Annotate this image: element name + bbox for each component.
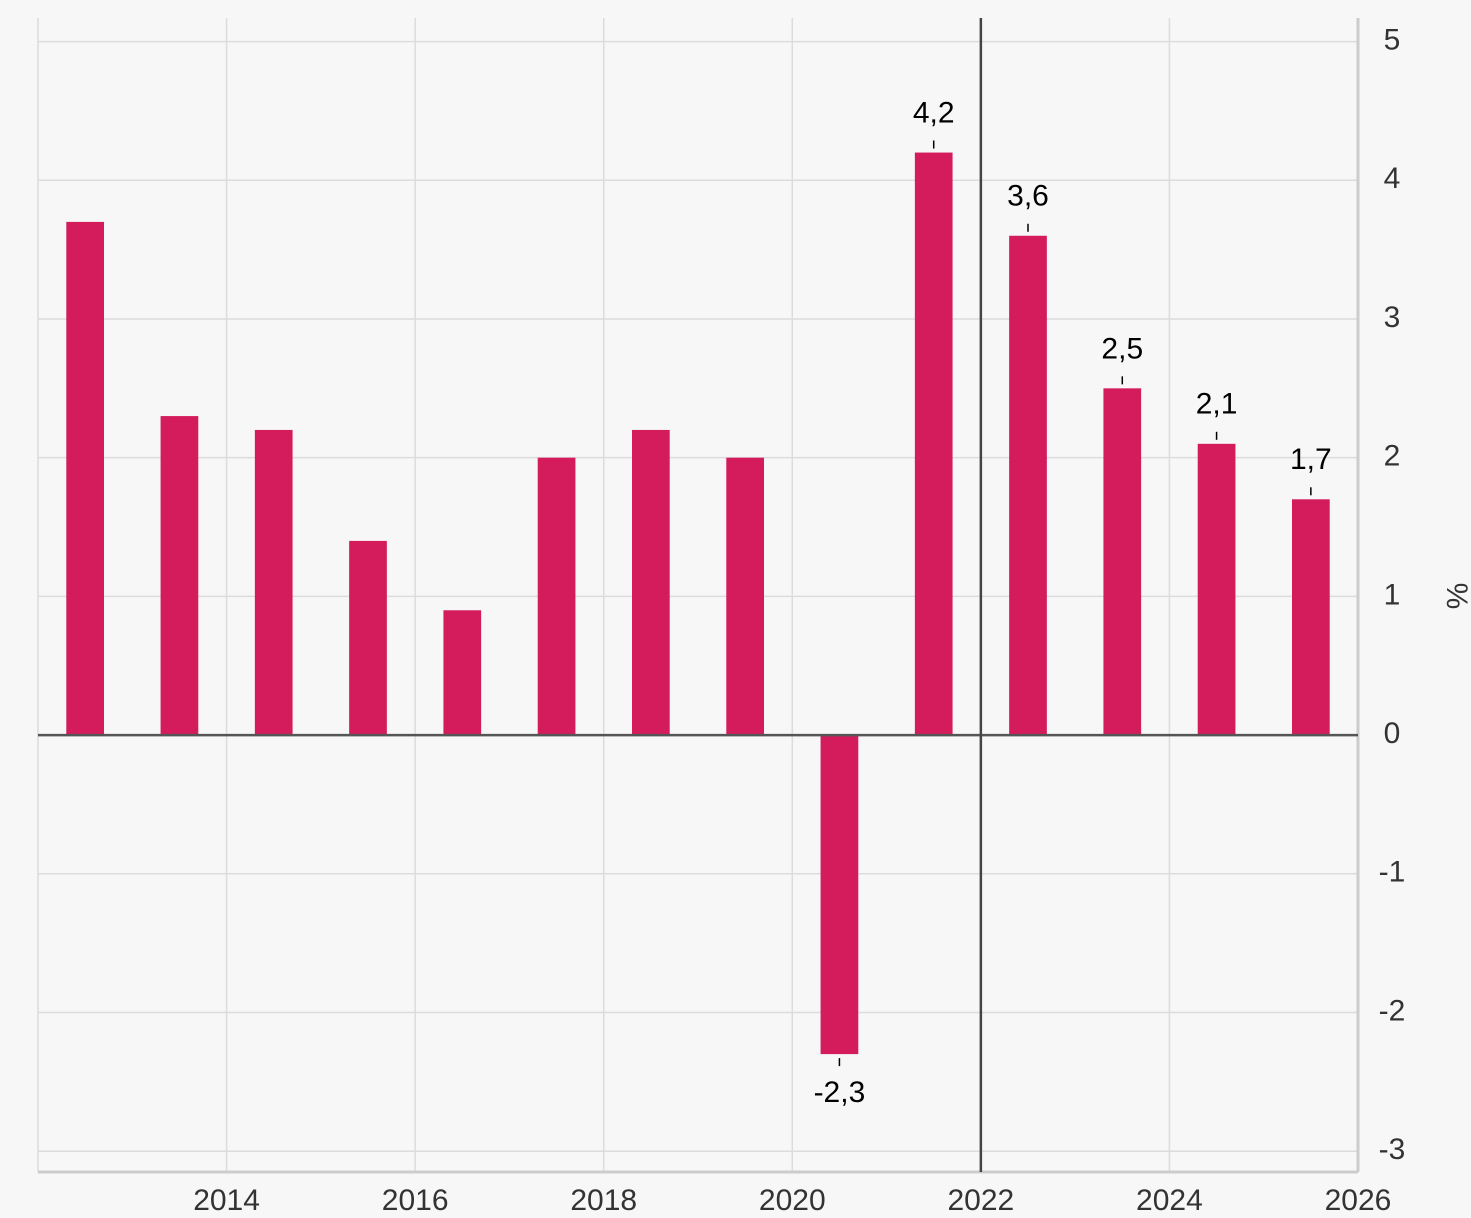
bar	[820, 735, 859, 1055]
value-label: -2,3	[814, 1076, 866, 1109]
bar	[1009, 235, 1047, 736]
x-tick-label: 2014	[193, 1184, 260, 1217]
value-label: 2,5	[1101, 332, 1143, 365]
bar	[443, 610, 482, 736]
bar	[632, 429, 670, 736]
value-label: 4,2	[913, 96, 955, 129]
y-tick-label: -2	[1379, 994, 1406, 1027]
bar	[66, 221, 104, 736]
bar	[537, 457, 576, 736]
bar	[726, 457, 764, 736]
value-label: 2,1	[1196, 388, 1238, 421]
y-tick-label: -3	[1379, 1133, 1406, 1166]
x-tick-label: 2020	[759, 1184, 826, 1217]
bar	[914, 152, 953, 736]
bar	[1292, 499, 1330, 736]
bar	[349, 540, 387, 736]
y-tick-label: 1	[1384, 578, 1401, 611]
y-tick-label: 4	[1384, 162, 1401, 195]
y-axis-label: %	[1440, 583, 1471, 610]
value-label: 1,7	[1290, 443, 1332, 476]
x-tick-label: 2022	[947, 1184, 1014, 1217]
value-label: 3,6	[1007, 180, 1049, 213]
y-tick-label: 3	[1384, 301, 1401, 334]
y-tick-label: 0	[1384, 717, 1401, 750]
bar	[160, 416, 199, 736]
bar	[1197, 443, 1236, 736]
x-tick-label: 2016	[382, 1184, 449, 1217]
x-tick-label: 2024	[1136, 1184, 1203, 1217]
x-tick-label: 2018	[570, 1184, 637, 1217]
bar	[1103, 388, 1142, 736]
bar	[254, 429, 293, 736]
x-tick-label: 2026	[1325, 1184, 1392, 1217]
y-tick-label: -1	[1379, 856, 1406, 889]
y-tick-label: 2	[1384, 440, 1401, 473]
y-tick-label: 5	[1384, 24, 1401, 57]
